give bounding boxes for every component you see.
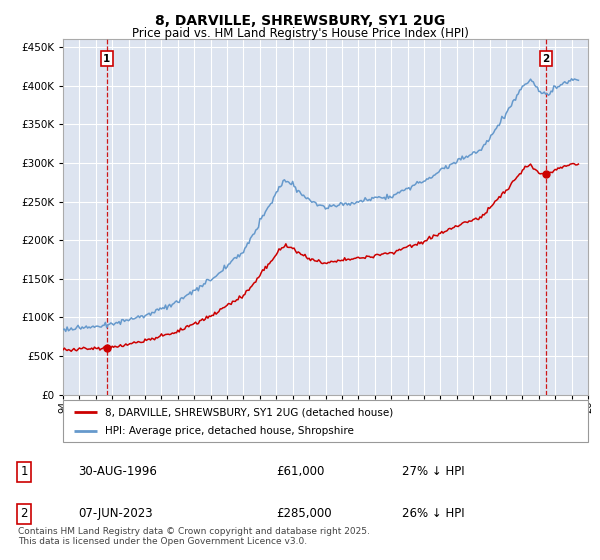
Text: £285,000: £285,000 xyxy=(276,507,332,520)
Text: 30-AUG-1996: 30-AUG-1996 xyxy=(78,465,157,478)
Text: 8, DARVILLE, SHREWSBURY, SY1 2UG (detached house): 8, DARVILLE, SHREWSBURY, SY1 2UG (detach… xyxy=(105,407,393,417)
Text: 8, DARVILLE, SHREWSBURY, SY1 2UG: 8, DARVILLE, SHREWSBURY, SY1 2UG xyxy=(155,14,445,28)
Text: Contains HM Land Registry data © Crown copyright and database right 2025.
This d: Contains HM Land Registry data © Crown c… xyxy=(18,526,370,546)
Text: 1: 1 xyxy=(103,54,110,63)
Text: 2: 2 xyxy=(542,54,550,63)
Text: 07-JUN-2023: 07-JUN-2023 xyxy=(78,507,152,520)
Text: Price paid vs. HM Land Registry's House Price Index (HPI): Price paid vs. HM Land Registry's House … xyxy=(131,27,469,40)
Text: 27% ↓ HPI: 27% ↓ HPI xyxy=(402,465,464,478)
Text: HPI: Average price, detached house, Shropshire: HPI: Average price, detached house, Shro… xyxy=(105,426,354,436)
Text: £61,000: £61,000 xyxy=(276,465,325,478)
Text: 26% ↓ HPI: 26% ↓ HPI xyxy=(402,507,464,520)
Text: 2: 2 xyxy=(20,507,28,520)
Text: 1: 1 xyxy=(20,465,28,478)
